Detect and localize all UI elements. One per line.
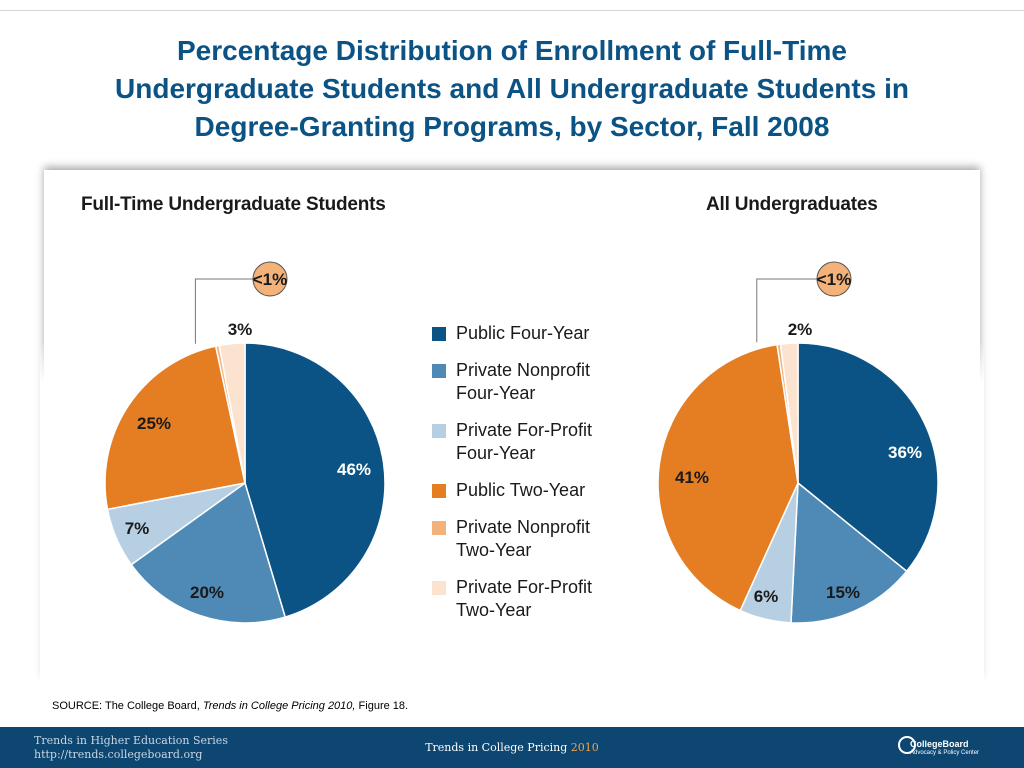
chart-title-full-time: Full-Time Undergraduate Students [81,194,386,215]
callout-bubble [252,261,288,297]
pie-label: 46% [337,460,371,479]
pie-slice [104,345,246,511]
legend-item-private-for-profit-four-year: Private For-Profit Four-Year [432,419,632,465]
pie-label: 3% [228,320,253,339]
legend-swatch [432,424,446,438]
pie-label: 7% [125,519,150,538]
title-line-3: Degree-Granting Programs, by Sector, Fal… [194,111,830,142]
source-suffix: Figure 18. [355,700,409,712]
pie-slice [218,342,246,484]
legend-swatch [432,581,446,595]
acorn-icon [898,736,916,754]
legend-label: Private Nonprofit [456,517,591,537]
pie-all-undergrads: 36% 15% 6% 41% <1% 2% [657,261,939,624]
pie-full-time: 46% 20% 7% 25% <1% 3% [104,261,386,624]
legend-label: Public Four-Year [456,323,590,343]
slide-title: Percentage Distribution of Enrollment of… [20,32,1004,146]
source-prefix: SOURCE: The College Board, [52,700,203,712]
footer-report-title: Trends in College Pricing 2010 [0,741,1024,754]
legend-swatch [432,327,446,341]
callout-line [194,278,253,344]
pie-label: 25% [137,414,171,433]
title-line-2: Undergraduate Students and All Undergrad… [115,73,909,104]
callout-line [756,278,817,343]
pie-label: 20% [190,583,224,602]
logo-tagline: Advocacy & Policy Center [910,750,980,756]
pie-label: 41% [675,468,709,487]
legend-label: Private For-Profit [456,420,593,440]
legend-label: Private Nonprofit [456,360,591,380]
chart-title-all-undergrads: All Undergraduates [706,194,878,215]
source-title: Trends in College Pricing 2010, [202,700,356,712]
callout-bubble [816,261,852,297]
source-note: SOURCE: The College Board, Trends in Col… [52,700,408,712]
footer-series-name: Trends in Higher Education Series [34,734,228,747]
footer-series-url[interactable]: http://trends.collegeboard.org [34,748,203,761]
top-divider [0,10,1024,11]
pie-label: 6% [754,587,779,606]
footer-bar: Trends in Higher Education Series http:/… [0,727,1024,768]
legend-item-private-nonprofit-two-year: Private Nonprofit Two-Year [432,516,632,562]
legend-item-private-nonprofit-four-year: Private Nonprofit Four-Year [432,359,632,405]
legend: Public Four-Year Private Nonprofit Four-… [432,322,632,636]
pie-label: 2% [788,320,813,339]
legend-label: Two-Year [456,600,532,620]
legend-item-private-for-profit-two-year: Private For-Profit Two-Year [432,576,632,622]
pie-label: <1% [817,270,852,289]
legend-label: Two-Year [456,540,532,560]
legend-swatch [432,484,446,498]
legend-label: Private For-Profit [456,577,593,597]
pie-slice [797,342,939,573]
pie-slice [244,342,386,619]
pie-label: 36% [888,443,922,462]
pie-slice [779,342,799,484]
legend-item-public-four-year: Public Four-Year [432,322,632,345]
legend-item-public-two-year: Public Two-Year [432,479,632,502]
logo-name: CollegeBoard [910,739,969,749]
pie-slice [790,481,908,624]
footer-report-name: Trends in College Pricing [425,741,571,754]
legend-label: Public Two-Year [456,480,586,500]
footer-report-year: 2010 [570,741,599,754]
title-line-1: Percentage Distribution of Enrollment of… [177,35,847,66]
pie-slice [130,481,287,624]
pie-label: 15% [826,583,860,602]
legend-swatch [432,521,446,535]
legend-label: Four-Year [456,383,536,403]
legend-label: Four-Year [456,443,536,463]
legend-swatch [432,364,446,378]
pie-slice [657,343,799,612]
footer-series: Trends in Higher Education Series http:/… [34,734,228,762]
pie-label: <1% [253,270,288,289]
